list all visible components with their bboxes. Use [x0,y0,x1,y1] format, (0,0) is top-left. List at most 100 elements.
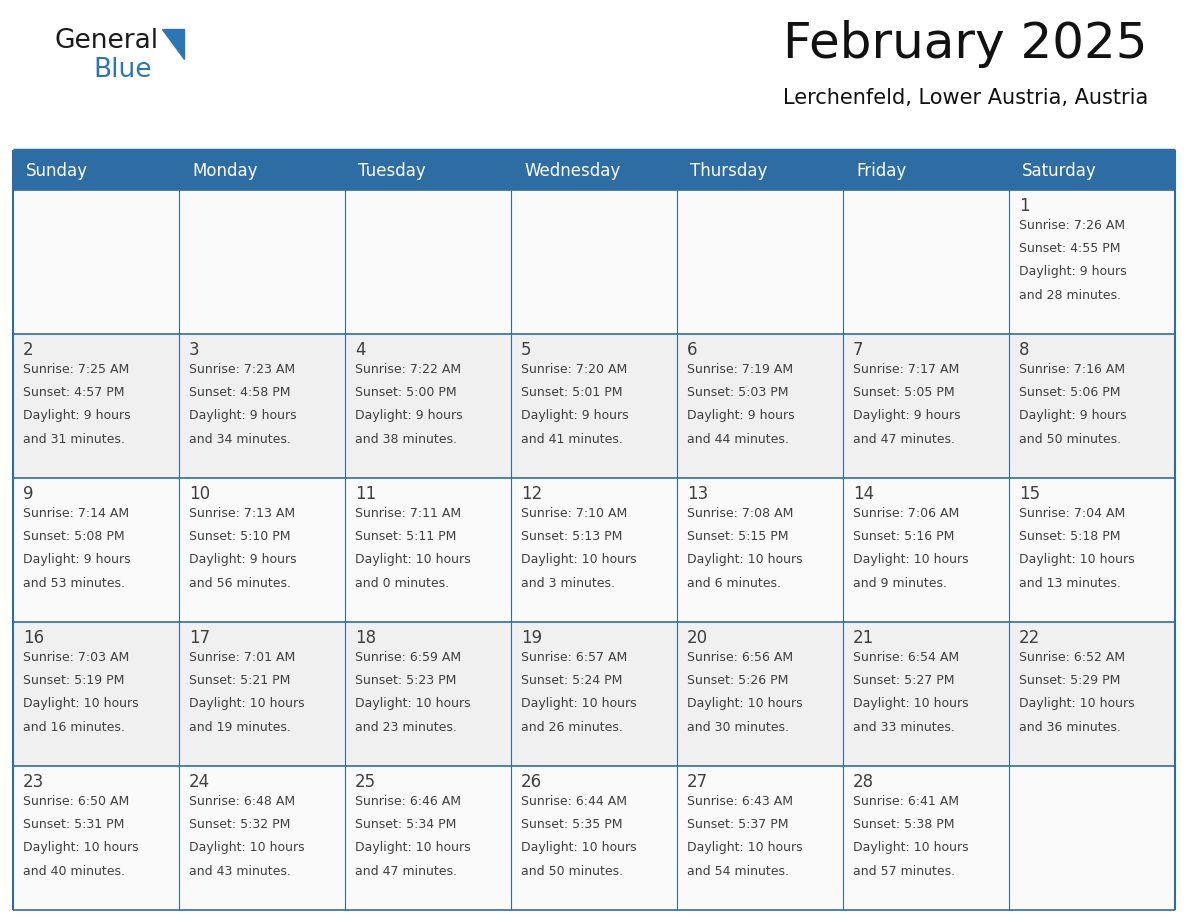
Text: and 26 minutes.: and 26 minutes. [522,721,623,733]
Text: Sunset: 5:00 PM: Sunset: 5:00 PM [355,386,456,399]
Text: 25: 25 [355,773,377,791]
Text: and 53 minutes.: and 53 minutes. [23,577,125,589]
Text: Sunset: 5:23 PM: Sunset: 5:23 PM [355,674,456,688]
Text: Daylight: 9 hours: Daylight: 9 hours [1019,409,1126,422]
Text: Sunrise: 6:44 AM: Sunrise: 6:44 AM [522,795,627,808]
Text: 12: 12 [522,485,542,503]
Text: Blue: Blue [93,57,152,83]
Text: Sunrise: 7:03 AM: Sunrise: 7:03 AM [23,651,129,664]
Text: and 34 minutes.: and 34 minutes. [189,432,291,445]
Text: Sunset: 5:38 PM: Sunset: 5:38 PM [853,818,954,831]
Bar [13,190,1175,334]
Text: Sunset: 5:31 PM: Sunset: 5:31 PM [23,818,125,831]
Text: Sunrise: 6:50 AM: Sunrise: 6:50 AM [23,795,129,808]
Text: Daylight: 9 hours: Daylight: 9 hours [189,409,297,422]
Text: 13: 13 [687,485,708,503]
Text: Sunrise: 7:25 AM: Sunrise: 7:25 AM [23,363,129,376]
Text: 26: 26 [522,773,542,791]
Text: Sunset: 5:10 PM: Sunset: 5:10 PM [189,531,291,543]
Text: Sunset: 5:19 PM: Sunset: 5:19 PM [23,674,125,688]
Text: Daylight: 10 hours: Daylight: 10 hours [853,554,968,566]
Text: Sunset: 5:11 PM: Sunset: 5:11 PM [355,531,456,543]
Text: Sunset: 5:32 PM: Sunset: 5:32 PM [189,818,290,831]
Text: Sunset: 5:21 PM: Sunset: 5:21 PM [189,674,290,688]
Text: 28: 28 [853,773,874,791]
Text: and 0 minutes.: and 0 minutes. [355,577,449,589]
Text: 7: 7 [853,341,864,359]
Text: and 44 minutes.: and 44 minutes. [687,432,789,445]
Text: Sunset: 5:03 PM: Sunset: 5:03 PM [687,386,789,399]
Bar [13,622,1175,766]
Text: Daylight: 10 hours: Daylight: 10 hours [355,554,470,566]
Text: 18: 18 [355,629,377,647]
Text: and 23 minutes.: and 23 minutes. [355,721,457,733]
Text: 10: 10 [189,485,210,503]
Text: Sunrise: 7:13 AM: Sunrise: 7:13 AM [189,507,295,520]
Text: Sunset: 5:15 PM: Sunset: 5:15 PM [687,531,789,543]
Text: Thursday: Thursday [690,162,767,180]
Text: Daylight: 9 hours: Daylight: 9 hours [189,554,297,566]
Text: and 50 minutes.: and 50 minutes. [522,865,624,878]
Text: and 28 minutes.: and 28 minutes. [1019,288,1121,302]
Text: Daylight: 9 hours: Daylight: 9 hours [1019,265,1126,278]
Text: 22: 22 [1019,629,1041,647]
Text: and 30 minutes.: and 30 minutes. [687,721,789,733]
Text: 4: 4 [355,341,366,359]
Text: 27: 27 [687,773,708,791]
Text: Daylight: 10 hours: Daylight: 10 hours [355,842,470,855]
Text: Sunrise: 7:01 AM: Sunrise: 7:01 AM [189,651,296,664]
Text: Sunset: 5:35 PM: Sunset: 5:35 PM [522,818,623,831]
Text: Lerchenfeld, Lower Austria, Austria: Lerchenfeld, Lower Austria, Austria [783,88,1148,108]
Text: Sunrise: 6:56 AM: Sunrise: 6:56 AM [687,651,794,664]
Text: Sunday: Sunday [26,162,88,180]
Text: 8: 8 [1019,341,1030,359]
Text: 16: 16 [23,629,44,647]
Text: and 41 minutes.: and 41 minutes. [522,432,623,445]
Text: Daylight: 9 hours: Daylight: 9 hours [23,554,131,566]
Text: Sunrise: 7:14 AM: Sunrise: 7:14 AM [23,507,129,520]
Text: Sunrise: 6:54 AM: Sunrise: 6:54 AM [853,651,959,664]
Text: Daylight: 10 hours: Daylight: 10 hours [1019,698,1135,711]
Text: and 40 minutes.: and 40 minutes. [23,865,125,878]
Text: and 16 minutes.: and 16 minutes. [23,721,125,733]
Text: Sunset: 5:06 PM: Sunset: 5:06 PM [1019,386,1120,399]
Text: and 13 minutes.: and 13 minutes. [1019,577,1120,589]
Text: Sunset: 5:34 PM: Sunset: 5:34 PM [355,818,456,831]
Text: and 3 minutes.: and 3 minutes. [522,577,615,589]
Text: Daylight: 10 hours: Daylight: 10 hours [355,698,470,711]
Text: Sunrise: 7:10 AM: Sunrise: 7:10 AM [522,507,627,520]
Text: and 31 minutes.: and 31 minutes. [23,432,125,445]
Text: 15: 15 [1019,485,1041,503]
Bar [13,152,1175,190]
Text: and 43 minutes.: and 43 minutes. [189,865,291,878]
Bar [13,334,1175,478]
Text: Sunset: 5:08 PM: Sunset: 5:08 PM [23,531,125,543]
Text: General: General [55,28,159,54]
Text: 9: 9 [23,485,33,503]
Text: Daylight: 9 hours: Daylight: 9 hours [355,409,462,422]
Text: Wednesday: Wednesday [524,162,620,180]
Text: Sunrise: 6:52 AM: Sunrise: 6:52 AM [1019,651,1125,664]
Text: Sunrise: 6:46 AM: Sunrise: 6:46 AM [355,795,461,808]
Text: and 50 minutes.: and 50 minutes. [1019,432,1121,445]
Text: Daylight: 10 hours: Daylight: 10 hours [853,698,968,711]
Text: Daylight: 10 hours: Daylight: 10 hours [189,842,304,855]
Text: Sunset: 4:57 PM: Sunset: 4:57 PM [23,386,125,399]
Text: Sunrise: 7:17 AM: Sunrise: 7:17 AM [853,363,959,376]
Text: Sunset: 4:55 PM: Sunset: 4:55 PM [1019,242,1120,255]
Text: 23: 23 [23,773,44,791]
Text: Tuesday: Tuesday [358,162,425,180]
Text: Sunrise: 6:57 AM: Sunrise: 6:57 AM [522,651,627,664]
Text: Sunrise: 7:19 AM: Sunrise: 7:19 AM [687,363,794,376]
Text: Sunrise: 6:48 AM: Sunrise: 6:48 AM [189,795,295,808]
Text: Daylight: 9 hours: Daylight: 9 hours [23,409,131,422]
Text: Sunset: 5:26 PM: Sunset: 5:26 PM [687,674,789,688]
Text: 6: 6 [687,341,697,359]
Text: Daylight: 10 hours: Daylight: 10 hours [23,698,139,711]
Text: Sunrise: 7:08 AM: Sunrise: 7:08 AM [687,507,794,520]
Text: Sunset: 5:13 PM: Sunset: 5:13 PM [522,531,623,543]
Text: Monday: Monday [192,162,258,180]
Text: Daylight: 10 hours: Daylight: 10 hours [522,842,637,855]
Text: Daylight: 9 hours: Daylight: 9 hours [853,409,961,422]
Text: Daylight: 10 hours: Daylight: 10 hours [189,698,304,711]
